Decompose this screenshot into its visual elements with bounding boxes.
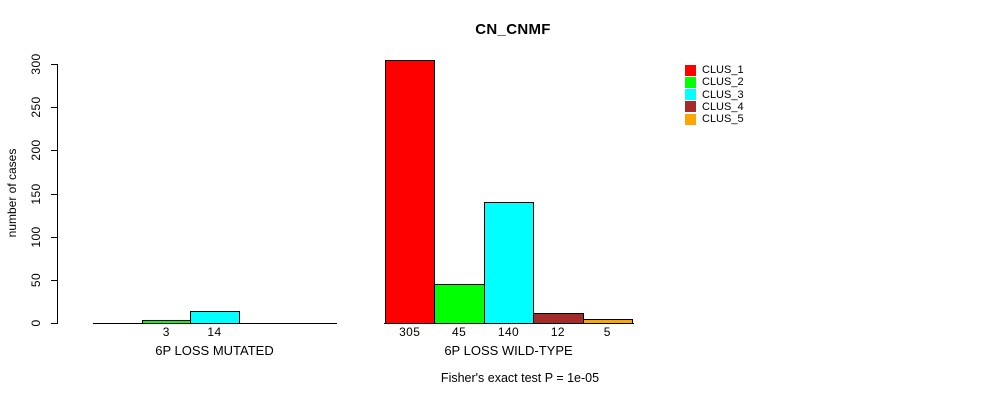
bar-value-label: 45: [452, 325, 467, 339]
legend-item-clus_1: CLUS_1: [685, 64, 744, 76]
legend-label: CLUS_4: [702, 100, 744, 113]
y-tick-label: 250: [29, 96, 43, 118]
y-tick: [51, 323, 57, 324]
legend-label: CLUS_2: [702, 76, 744, 89]
legend-swatch-icon: [685, 113, 696, 125]
y-tick-label: 150: [29, 183, 43, 205]
bar-clus_3: [483, 202, 535, 324]
legend-swatch-icon: [685, 64, 696, 76]
y-tick: [51, 107, 57, 108]
bar-clus_2: [142, 320, 192, 324]
legend-item-clus_4: CLUS_4: [685, 101, 744, 113]
x-group-label: 6P LOSS WILD-TYPE: [444, 343, 573, 358]
legend-label: CLUS_5: [702, 113, 744, 126]
bar-clus_4: [533, 313, 584, 324]
bar-value-label: 12: [550, 325, 565, 339]
legend-item-clus_2: CLUS_2: [685, 76, 744, 88]
legend-label: CLUS_1: [702, 64, 744, 76]
y-tick: [51, 237, 57, 238]
x-group-label: 6P LOSS MUTATED: [155, 343, 274, 358]
y-tick: [51, 280, 57, 281]
bar-clus_5: [582, 319, 633, 324]
y-tick-label: 0: [29, 319, 43, 327]
bar-value-label: 3: [162, 325, 170, 339]
y-tick: [51, 150, 57, 151]
legend-swatch-icon: [685, 89, 696, 101]
legend-item-clus_5: CLUS_5: [685, 113, 744, 125]
bar-clus_3: [190, 311, 240, 324]
y-tick-label: 300: [29, 53, 43, 75]
bar-value-label: 305: [399, 325, 421, 339]
bar-clus_1: [385, 60, 436, 324]
y-tick: [51, 64, 57, 65]
y-axis-line: [57, 64, 58, 324]
legend-swatch-icon: [685, 76, 696, 88]
bar-value-label: 14: [207, 325, 222, 339]
y-axis-title: number of cases: [5, 148, 19, 238]
bar-value-label: 140: [497, 325, 520, 339]
bar-clus_2: [434, 284, 485, 324]
statistical-test-annotation: Fisher's exact test P = 1e-05: [440, 371, 600, 385]
y-tick: [51, 194, 57, 195]
chart-title: CN_CNMF: [475, 21, 551, 38]
legend-label: CLUS_3: [702, 88, 744, 101]
y-tick-label: 100: [29, 226, 43, 248]
legend-swatch-icon: [685, 101, 696, 113]
y-tick-label: 50: [29, 272, 43, 288]
y-tick-label: 200: [29, 139, 43, 161]
bar-value-label: 5: [603, 325, 611, 339]
legend: CLUS_1 CLUS_2 CLUS_3 CLUS_4 CLUS_5: [685, 64, 744, 125]
legend-item-clus_3: CLUS_3: [685, 89, 744, 101]
